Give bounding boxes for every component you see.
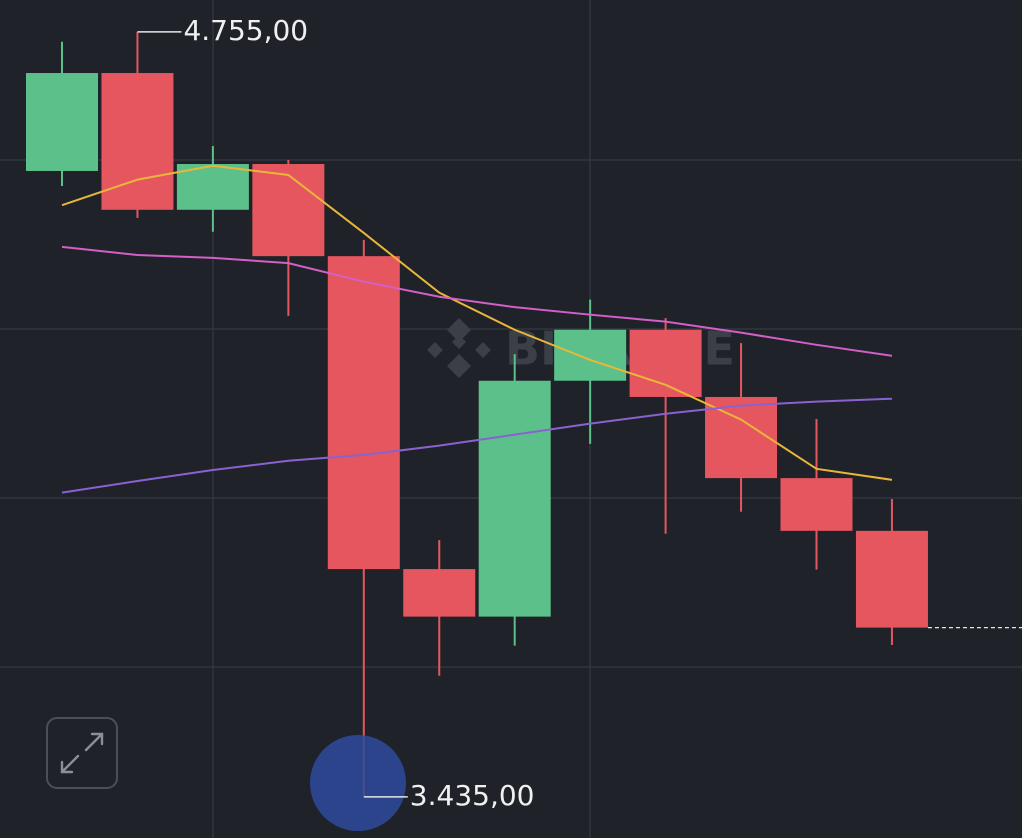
labels: 4.755,00 3.435,00	[137, 14, 534, 812]
candle-body	[176, 164, 249, 210]
candle-body	[403, 569, 476, 617]
candle-body	[705, 396, 778, 479]
touch-indicator	[310, 735, 406, 831]
moving-average-line	[61, 164, 893, 481]
annotation-label: 4.755,00	[183, 14, 308, 47]
annotation-label: 3.435,00	[410, 779, 535, 812]
candle-body	[629, 329, 702, 397]
candle-body	[554, 329, 627, 381]
expand-button[interactable]	[46, 717, 118, 789]
expand-icon	[60, 732, 104, 774]
expand-button-frame[interactable]	[46, 717, 118, 789]
candle-body	[327, 256, 400, 570]
candle-body	[26, 73, 98, 171]
moving-average-line	[61, 245, 893, 357]
watermark-logo	[427, 318, 491, 378]
candle-body	[101, 73, 174, 210]
moving-average-line	[61, 397, 892, 494]
candle-body	[478, 380, 551, 617]
candle-body	[855, 530, 928, 628]
candle-body	[252, 164, 325, 257]
plot	[26, 31, 1022, 797]
candle-body	[780, 478, 853, 531]
